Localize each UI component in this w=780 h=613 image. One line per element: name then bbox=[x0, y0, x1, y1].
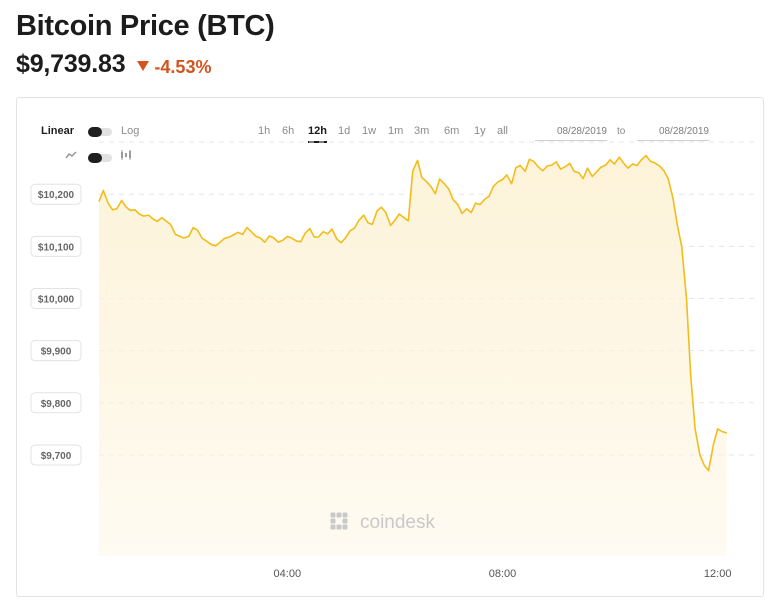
y-tick-label: $10,100 bbox=[30, 235, 82, 257]
date-to-input[interactable] bbox=[637, 123, 709, 141]
y-tick-pill bbox=[30, 235, 82, 257]
y-tick-pill bbox=[30, 183, 82, 205]
x-tick-label: 12:00 bbox=[704, 568, 732, 580]
chart-type-toggle[interactable] bbox=[88, 153, 112, 163]
range-button-6m[interactable]: 6m bbox=[444, 125, 460, 137]
range-button-1m[interactable]: 1m bbox=[388, 125, 404, 137]
price-area-fill bbox=[99, 155, 727, 556]
page-title: Bitcoin Price (BTC) bbox=[16, 10, 275, 42]
line-chart-icon[interactable] bbox=[65, 151, 77, 159]
price-line bbox=[98, 154, 728, 472]
coindesk-watermark: coindesk bbox=[330, 512, 435, 533]
y-tick-pill bbox=[30, 288, 82, 309]
date-to-label: to bbox=[617, 126, 626, 137]
y-tick-label: $9,700 bbox=[30, 444, 82, 466]
chart-card: Linear Log 1h 6h 12h 1d 1w 1m 3m 6m 1y all to $9,… bbox=[16, 97, 764, 597]
coindesk-watermark-text: coindesk bbox=[360, 512, 435, 533]
x-tick-label: 04:00 bbox=[274, 568, 302, 580]
range-button-12h[interactable]: 12h bbox=[308, 125, 327, 137]
current-price: $9,739.83 bbox=[16, 50, 126, 78]
y-tick-label: $10,200 bbox=[30, 183, 82, 205]
y-tick-label: $10,000 bbox=[30, 288, 82, 309]
price-row: $9,739.83 -4.53% bbox=[16, 50, 211, 79]
y-tick-text: $9,800 bbox=[41, 399, 72, 410]
coindesk-logo-icon bbox=[330, 512, 348, 530]
range-button-all[interactable]: all bbox=[497, 125, 509, 137]
date-from-input[interactable] bbox=[535, 123, 607, 141]
scale-toggle[interactable] bbox=[88, 127, 112, 137]
y-tick-text: $9,700 bbox=[41, 451, 72, 462]
y-tick-text: $10,200 bbox=[38, 190, 75, 201]
x-tick-label: 08:00 bbox=[489, 568, 517, 580]
y-tick-label: $9,900 bbox=[30, 340, 82, 362]
range-button-1h[interactable]: 1h bbox=[258, 125, 271, 137]
range-button-3m[interactable]: 3m bbox=[414, 125, 430, 137]
y-tick-text: $10,000 bbox=[38, 295, 75, 306]
range-button-1d[interactable]: 1d bbox=[338, 125, 351, 137]
range-button-1w[interactable]: 1w bbox=[362, 125, 377, 137]
chart-type-toggle-knob bbox=[88, 153, 102, 163]
y-tick-text: $10,100 bbox=[38, 242, 75, 253]
triangle-down-icon bbox=[137, 61, 150, 71]
y-tick-pill bbox=[30, 340, 82, 362]
scale-toggle-knob bbox=[88, 127, 102, 137]
y-tick-pill bbox=[30, 392, 82, 414]
scale-linear-label[interactable]: Linear bbox=[41, 125, 75, 137]
candlestick-icon[interactable] bbox=[120, 150, 132, 160]
price-change: -4.53% bbox=[137, 57, 211, 78]
y-tick-pill bbox=[30, 444, 82, 466]
active-range-underline bbox=[308, 141, 327, 143]
range-button-1y[interactable]: 1y bbox=[474, 125, 486, 137]
range-button-6h[interactable]: 6h bbox=[282, 125, 295, 137]
y-tick-label: $9,800 bbox=[30, 392, 82, 414]
scale-log-label[interactable]: Log bbox=[121, 125, 140, 137]
y-tick-text: $9,900 bbox=[41, 347, 72, 358]
price-change-value: -4.53% bbox=[154, 56, 212, 77]
price-chart: $9,700 $9,800 $9,900 $10,000 $10,100 $10,200 0… bbox=[30, 141, 755, 580]
